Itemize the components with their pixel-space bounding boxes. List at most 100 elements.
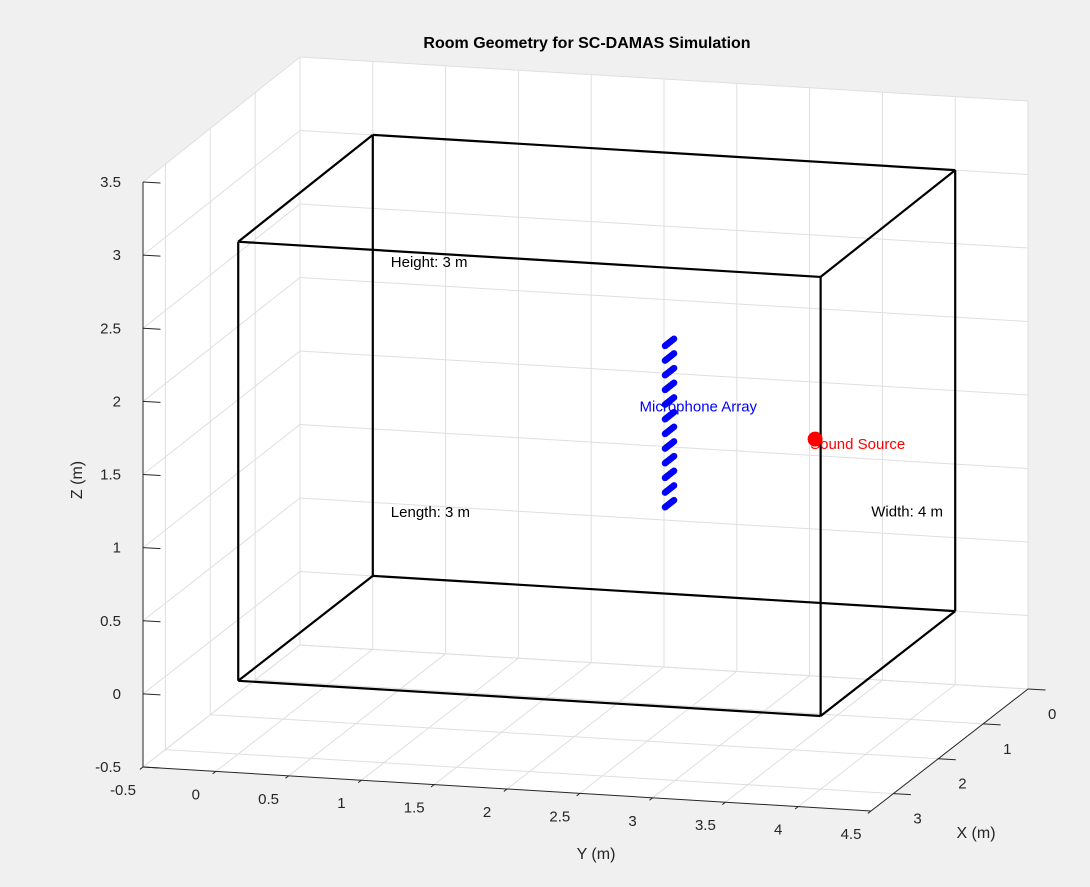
- x-axis-label: X (m): [956, 825, 995, 842]
- z-tick-label: 3.5: [100, 174, 121, 191]
- grid-line-x-floor: [165, 749, 894, 795]
- x-tick-label: 2: [958, 776, 966, 793]
- grid-line-z-side: [142, 424, 301, 549]
- y-tick-mark: [721, 801, 726, 806]
- x-tick-mark: [938, 758, 956, 761]
- z-axis-label: Z (m): [69, 461, 86, 499]
- z-tick-mark: [142, 400, 161, 403]
- z-tick-mark: [142, 474, 161, 477]
- room-edge: [372, 574, 956, 613]
- z-tick-label: 0.5: [100, 613, 121, 630]
- annotation-height: Height: 3 m: [391, 254, 468, 271]
- z-tick-mark: [142, 254, 161, 257]
- grid-line-y-floor: [725, 679, 883, 803]
- z-tick-mark: [142, 766, 161, 769]
- x-tick-mark: [1027, 688, 1046, 691]
- z-tick-mark: [142, 547, 161, 550]
- grid-line-z-back: [299, 644, 1029, 690]
- z-tick-mark: [142, 327, 161, 330]
- grid-line-y-floor: [288, 653, 446, 777]
- y-tick-mark: [576, 793, 581, 797]
- grid-line-z-side: [142, 497, 301, 622]
- room-edge: [238, 679, 821, 718]
- grid-line-z-back: [299, 203, 1029, 249]
- annotations: Microphone Array Sound Source Length: 3 m W…: [391, 254, 943, 521]
- y-tick-mark: [794, 806, 799, 810]
- microphone-point: [670, 394, 678, 401]
- y-tick-label: 2: [483, 804, 491, 821]
- y-tick-mark: [285, 775, 289, 779]
- z-tick-label: 0: [113, 686, 121, 703]
- grid-line-z-side: [142, 56, 301, 183]
- text-layer: Room Geometry for SC-DAMAS Simulation Y …: [69, 35, 996, 863]
- z-tick-label: 1: [113, 540, 121, 557]
- microphone-point: [670, 350, 678, 357]
- y-tick-label: 3.5: [695, 817, 716, 834]
- z-tick-mark: [142, 181, 161, 184]
- y-tick-label: 2.5: [549, 808, 570, 825]
- axis-lines: [139, 181, 1046, 814]
- z-tick-label: 1.5: [100, 467, 121, 484]
- grid-line-y-floor: [797, 684, 956, 807]
- microphone-array: [661, 335, 678, 511]
- x-tick-mark: [893, 793, 911, 796]
- sound-source-point: [807, 431, 823, 447]
- z-tick-label: 2.5: [100, 320, 121, 337]
- grid-line-z-side: [142, 130, 301, 256]
- chart-title: Room Geometry for SC-DAMAS Simulation: [423, 35, 750, 52]
- microphone-point: [670, 364, 678, 372]
- y-tick-label: 4: [774, 822, 782, 839]
- microphone-array-label: Microphone Array: [640, 398, 758, 415]
- microphone-point: [670, 423, 678, 431]
- x-tick-label: 0: [1048, 706, 1056, 723]
- grid-line-y-floor: [579, 671, 738, 794]
- axes-panes: [143, 57, 1028, 811]
- y-tick-label: 1: [337, 795, 345, 812]
- y-tick-label: 4.5: [841, 826, 862, 843]
- y-tick-label: -0.5: [110, 782, 136, 799]
- y-tick-mark: [357, 779, 362, 784]
- z-tick-label: 2: [113, 393, 121, 410]
- room-edge: [238, 240, 821, 279]
- microphone-point: [670, 496, 678, 504]
- grid-line-y-floor: [361, 657, 519, 781]
- room-box: [237, 133, 957, 718]
- y-tick-mark: [430, 784, 435, 788]
- y-tick-label: 0: [192, 786, 200, 803]
- room-edge: [819, 610, 956, 717]
- grid-line-y-floor: [506, 666, 665, 790]
- y-tick-label: 1.5: [404, 800, 425, 817]
- z-tick-label: 3: [113, 247, 121, 264]
- z-tick-mark: [142, 693, 161, 696]
- microphone-point: [670, 379, 678, 387]
- x-tick-label: 3: [913, 811, 921, 828]
- room-edge: [372, 133, 956, 172]
- microphone-point: [670, 482, 678, 489]
- grid-line-y-floor: [433, 662, 592, 785]
- x-tick-mark: [983, 723, 1001, 726]
- microphone-point: [670, 452, 678, 460]
- tick-labels: -0.5 0 0.5 1 1.5 2 2.5 3 3.5 4 4.5 0 1 2 3 -0.5 0 0.5 1 1.5…: [95, 174, 1056, 843]
- grid-line-z-side: [142, 350, 301, 475]
- sound-source-group: [807, 431, 823, 447]
- y-tick-mark: [139, 766, 144, 770]
- y-tick-mark: [503, 788, 508, 792]
- y-tick-mark: [212, 771, 217, 775]
- grid-line-z-back: [299, 56, 1029, 102]
- grid-line-z-back: [299, 497, 1029, 543]
- microphone-point: [670, 408, 678, 416]
- microphone-point: [670, 438, 678, 445]
- grid-line-z-side: [142, 203, 301, 329]
- y-axis-label: Y (m): [577, 846, 616, 863]
- microphone-point: [670, 467, 678, 475]
- z-tick-mark: [142, 620, 161, 623]
- grid-line-z-side: [142, 571, 301, 695]
- x-axis-line: [870, 688, 1029, 812]
- room-edge: [237, 575, 374, 682]
- grid-line-z-side: [142, 277, 301, 402]
- annotation-length: Length: 3 m: [391, 504, 470, 521]
- x-tick-label: 1: [1003, 741, 1011, 758]
- room-edge: [237, 134, 374, 243]
- grid-line-y-floor: [215, 649, 374, 772]
